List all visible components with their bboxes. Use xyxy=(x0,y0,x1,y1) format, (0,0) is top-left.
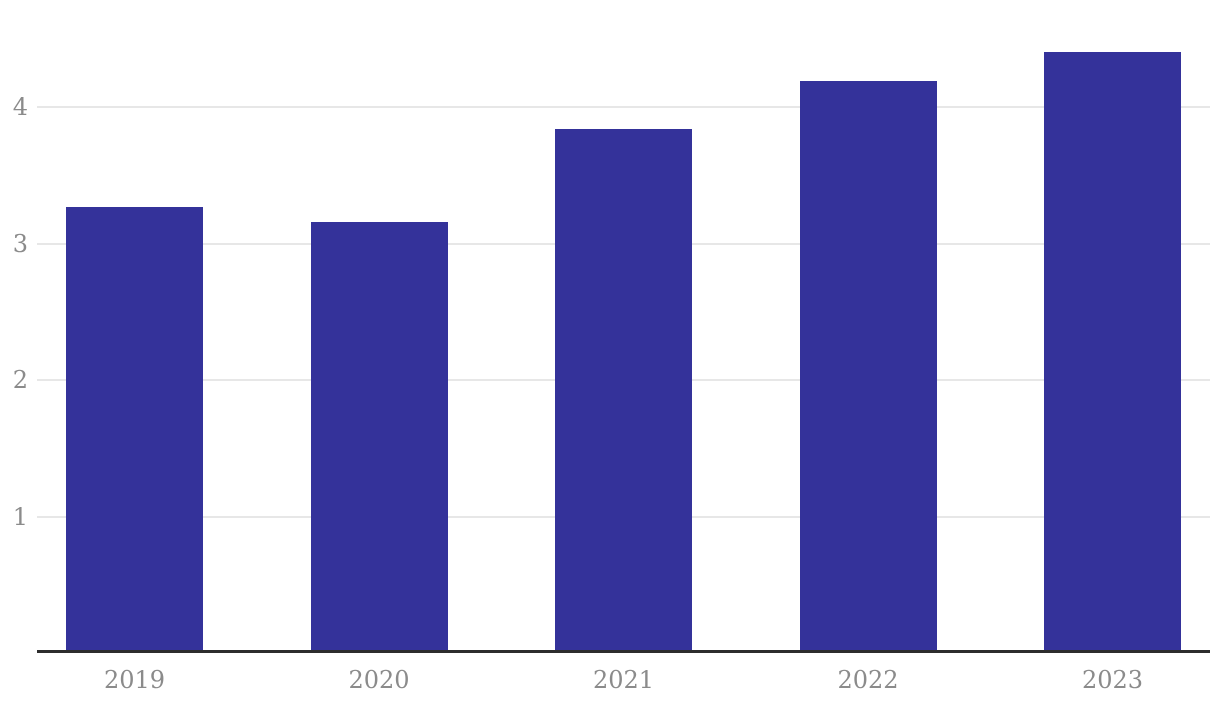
y-axis-tick-label: 2 xyxy=(12,366,28,395)
y-axis-tick-label: 1 xyxy=(12,502,28,531)
x-axis-label-2020: 2020 xyxy=(348,666,410,694)
x-axis-line xyxy=(37,650,1210,653)
x-axis-label-2023: 2023 xyxy=(1081,666,1144,694)
bar-2020 xyxy=(310,221,448,650)
x-axis-label-2021: 2021 xyxy=(592,666,655,694)
x-axis-label-2022: 2022 xyxy=(837,666,899,694)
bar-2021 xyxy=(555,128,692,650)
bar-2023 xyxy=(1044,52,1181,650)
gridline-4 xyxy=(37,106,1210,109)
y-axis-tick-label: 3 xyxy=(12,229,28,258)
bar-2019 xyxy=(66,206,203,650)
bar-2022 xyxy=(799,81,937,650)
x-axis-label-2019: 2019 xyxy=(103,666,166,694)
y-axis-tick-label: 4 xyxy=(12,93,28,122)
